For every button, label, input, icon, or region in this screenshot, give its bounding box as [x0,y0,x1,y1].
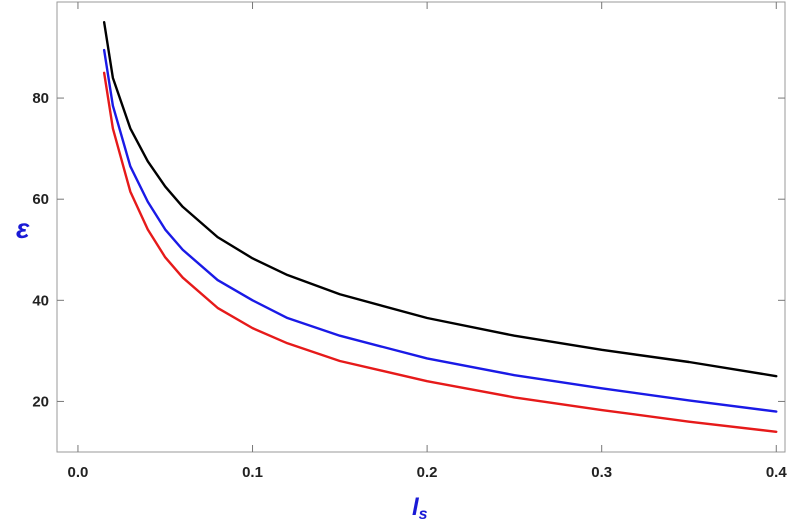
axis-ticks: 0.0 0.1 0.2 0.3 0.4 20 40 60 80 [32,2,787,481]
x-tick-label: 0.4 [766,464,788,481]
series-group [102,21,778,433]
series-line-2 [102,48,778,413]
plot-frame [56,1,786,453]
x-axis-label-main: l [412,494,420,521]
x-tick-label: 0.0 [68,464,89,481]
y-tick-label: 20 [32,393,49,410]
x-tick-label: 0.3 [591,464,612,481]
series-line-1 [102,21,778,378]
y-axis-label: ε [16,213,30,244]
y-tick-label: 80 [32,90,49,107]
x-axis-label-subscript: s [419,506,428,523]
x-tick-label: 0.1 [242,464,263,481]
y-tick-label: 40 [32,292,49,309]
x-axis-label: ls [412,494,428,523]
y-tick-label: 60 [32,191,49,208]
series-line-3 [102,71,778,433]
x-tick-label: 0.2 [417,464,438,481]
